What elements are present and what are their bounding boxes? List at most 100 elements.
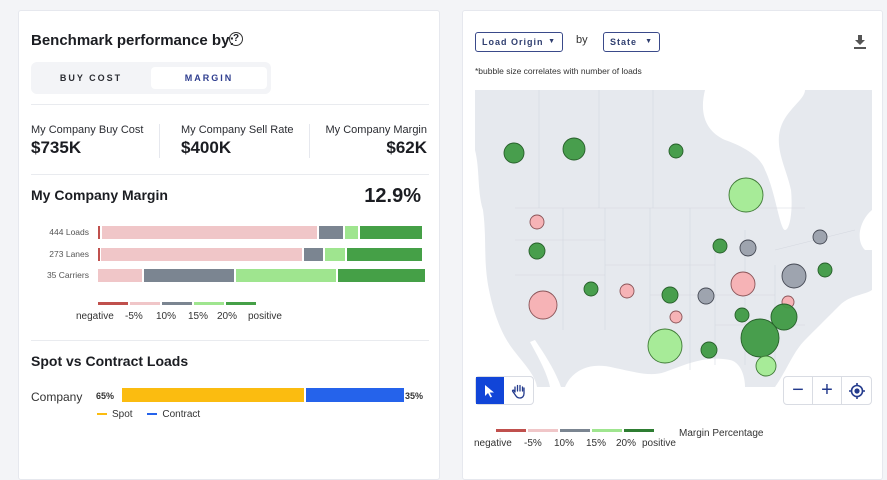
legend-label: 15% xyxy=(586,438,607,449)
ocean-west xyxy=(475,150,537,387)
spot-bar[interactable] xyxy=(122,388,305,402)
dropdown-value: Load Origin xyxy=(482,37,544,47)
toggle-buy-cost[interactable]: BUY COST xyxy=(59,73,123,83)
caret-down-icon: ▼ xyxy=(645,38,653,45)
margin-bar-track xyxy=(98,248,427,261)
divider xyxy=(31,340,429,341)
spot-legend-label: Spot xyxy=(112,409,133,420)
map-bubble[interactable] xyxy=(528,290,558,320)
benchmark-toggle: BUY COST MARGIN xyxy=(31,62,271,94)
legend-swatch xyxy=(130,302,160,305)
pan-tool-button[interactable] xyxy=(505,377,533,404)
margin-bar-segment[interactable] xyxy=(98,248,100,261)
bubble-size-note: *bubble size correlates with number of l… xyxy=(475,66,642,76)
legend-label: positive xyxy=(642,438,676,449)
map-bubble[interactable] xyxy=(562,137,586,161)
benchmark-card: Benchmark performance by: ? BUY COST MAR… xyxy=(18,10,440,480)
spot-contract-title: Spot vs Contract Loads xyxy=(31,353,189,369)
map-bubble[interactable] xyxy=(697,287,715,305)
map-bubble[interactable] xyxy=(740,318,780,358)
margin-bar-track xyxy=(98,226,427,239)
by-label: by xyxy=(576,34,588,46)
bubble-map[interactable] xyxy=(475,90,872,387)
pointer-icon xyxy=(485,384,494,397)
map-bubble[interactable] xyxy=(755,355,777,377)
map-bubble[interactable] xyxy=(781,263,807,289)
map-bubble[interactable] xyxy=(619,283,635,299)
map-bubble[interactable] xyxy=(661,286,679,304)
margin-bar-segment[interactable] xyxy=(98,269,143,282)
load-origin-dropdown[interactable]: Load Origin ▼ xyxy=(475,32,563,52)
spot-percent: 65% xyxy=(96,391,115,401)
margin-bar-segment[interactable] xyxy=(144,269,235,282)
caret-down-icon: ▼ xyxy=(548,38,556,45)
toggle-margin[interactable]: MARGIN xyxy=(151,67,267,89)
map-bubble[interactable] xyxy=(503,142,525,164)
select-tool-button[interactable] xyxy=(476,377,504,404)
map-bubble[interactable] xyxy=(529,214,545,230)
kpi-value: $735K xyxy=(31,138,82,157)
legend-label: positive xyxy=(248,311,282,322)
spot-legend: Spot Contract xyxy=(97,409,200,420)
kpi-value: $62K xyxy=(386,138,427,157)
margin-bar-segment[interactable] xyxy=(338,269,425,282)
bubbles-layer xyxy=(503,137,833,377)
margin-bar-segment[interactable] xyxy=(347,248,422,261)
margin-bar-row: 35 Carriers xyxy=(19,269,439,283)
map-bubble[interactable] xyxy=(700,341,718,359)
kpi-value: $400K xyxy=(181,138,232,157)
margin-bar-label: 35 Carriers xyxy=(46,270,89,280)
divider xyxy=(31,174,429,175)
download-icon[interactable] xyxy=(853,34,867,50)
map-bubble[interactable] xyxy=(734,307,750,323)
legend-label: negative xyxy=(76,311,114,322)
contract-bar[interactable] xyxy=(306,388,404,402)
ocean-atlantic xyxy=(775,290,872,387)
margin-bar-label: 273 Lanes xyxy=(49,249,89,259)
map-bubble[interactable] xyxy=(647,328,683,364)
legend-label: -5% xyxy=(524,438,542,449)
map-bubble[interactable] xyxy=(669,310,683,324)
map-bubble[interactable] xyxy=(812,229,828,245)
help-circle-icon[interactable]: ? xyxy=(229,32,243,46)
legend-swatch xyxy=(226,302,256,305)
zoom-in-button[interactable]: + xyxy=(813,377,842,404)
benchmark-title: Benchmark performance by: xyxy=(31,32,235,49)
margin-bar-segment[interactable] xyxy=(101,226,318,239)
map-bubble[interactable] xyxy=(739,239,757,257)
hand-icon xyxy=(511,384,525,399)
margin-bar-segment[interactable] xyxy=(360,226,422,239)
ocean-gulf xyxy=(565,358,745,387)
margin-bar-segment[interactable] xyxy=(319,226,344,239)
margin-bar-segment[interactable] xyxy=(325,248,346,261)
map-bubble[interactable] xyxy=(730,271,756,297)
kpi-buy-cost: My Company Buy Cost $735K xyxy=(31,124,143,158)
legend-label: 10% xyxy=(156,311,177,322)
margin-bar-segment[interactable] xyxy=(98,226,100,239)
margin-bar-segment[interactable] xyxy=(100,248,302,261)
divider xyxy=(31,104,429,105)
legend-label: negative xyxy=(474,438,512,449)
legend-label: -5% xyxy=(125,311,143,322)
map-bubble[interactable] xyxy=(817,262,833,278)
locate-icon xyxy=(849,382,865,399)
map-bubble[interactable] xyxy=(528,242,546,260)
legend-label: 10% xyxy=(554,438,575,449)
kpi-label: My Company Buy Cost xyxy=(31,124,144,136)
map-bubble[interactable] xyxy=(728,177,764,213)
map-card: Load Origin ▼ by State ▼ *bubble size co… xyxy=(462,10,883,480)
legend-label: 20% xyxy=(616,438,637,449)
margin-bar-segment[interactable] xyxy=(236,269,337,282)
margin-bar-segment[interactable] xyxy=(303,248,323,261)
map-bubble[interactable] xyxy=(770,303,798,331)
legend-label: 15% xyxy=(188,311,209,322)
locate-button[interactable] xyxy=(842,377,872,404)
legend-swatch xyxy=(162,302,192,305)
margin-bar-segment[interactable] xyxy=(345,226,359,239)
kpi-margin: My Company Margin $62K xyxy=(326,124,427,158)
map-bubble[interactable] xyxy=(712,238,728,254)
map-bubble[interactable] xyxy=(583,281,599,297)
state-dropdown[interactable]: State ▼ xyxy=(603,32,660,52)
zoom-out-button[interactable]: − xyxy=(784,377,813,404)
map-bubble[interactable] xyxy=(668,143,684,159)
